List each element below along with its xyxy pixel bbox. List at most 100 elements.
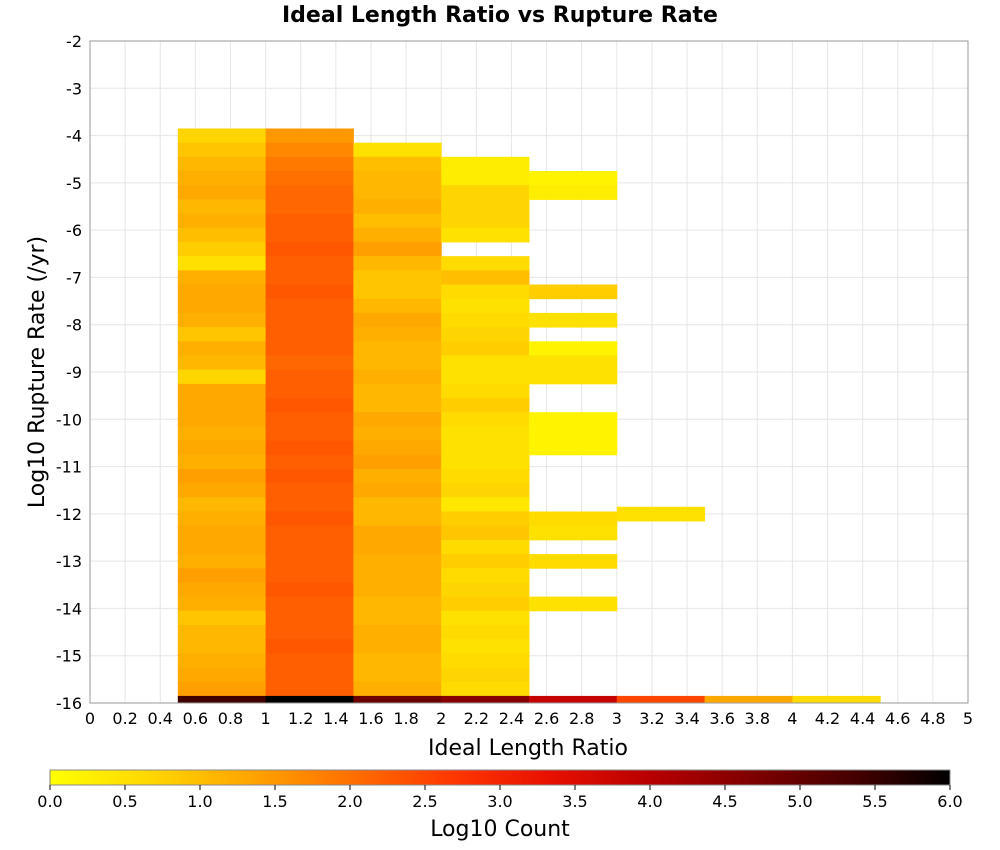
heatmap-cell bbox=[529, 511, 618, 527]
heatmap-cell bbox=[177, 256, 267, 271]
x-tick-label: 0.6 bbox=[183, 709, 208, 728]
heatmap-cell bbox=[265, 667, 354, 683]
x-tick-label: 3 bbox=[612, 709, 622, 728]
heatmap-cell bbox=[177, 412, 267, 427]
heatmap-cell bbox=[353, 341, 442, 356]
heatmap-cell bbox=[441, 483, 530, 498]
y-tick-label: -6 bbox=[66, 221, 82, 240]
x-tick-label: 3.8 bbox=[745, 709, 770, 728]
heatmap-cell bbox=[353, 142, 442, 158]
heatmap-cell bbox=[441, 185, 530, 200]
heatmap-cell bbox=[529, 525, 618, 541]
heatmap-cell bbox=[441, 369, 530, 385]
heatmap-cell bbox=[265, 582, 354, 598]
y-tick-label: -8 bbox=[66, 316, 82, 335]
y-tick-label: -9 bbox=[66, 363, 82, 382]
heatmap-cell bbox=[177, 185, 267, 200]
colorbar-label: Log10 Count bbox=[430, 817, 570, 842]
heatmap-cell bbox=[441, 199, 530, 215]
heatmap-cell bbox=[441, 398, 530, 413]
heatmap-cell bbox=[353, 412, 442, 427]
heatmap-cell bbox=[353, 568, 442, 583]
heatmap-cell bbox=[704, 695, 793, 703]
heatmap-cell bbox=[177, 213, 267, 229]
heatmap-cell bbox=[441, 525, 530, 541]
heatmap-cells bbox=[177, 128, 881, 703]
colorbar-tick-label: 1.0 bbox=[187, 792, 212, 811]
heatmap-cell bbox=[353, 440, 442, 456]
heatmap-cell bbox=[441, 284, 530, 300]
heatmap-cell bbox=[177, 454, 267, 470]
heatmap-cell bbox=[353, 483, 442, 498]
x-tick-label: 1.6 bbox=[358, 709, 383, 728]
heatmap-cell bbox=[265, 284, 354, 300]
heatmap-cell bbox=[441, 213, 530, 229]
heatmap-cell bbox=[441, 667, 530, 683]
colorbar-tick-label: 0.5 bbox=[112, 792, 137, 811]
x-tick-label: 1.2 bbox=[288, 709, 313, 728]
heatmap-cell bbox=[353, 695, 442, 703]
heatmap-cell bbox=[265, 142, 354, 158]
heatmap-cell bbox=[177, 398, 267, 413]
heatmap-cell bbox=[177, 468, 267, 484]
heatmap-cell bbox=[265, 171, 354, 186]
heatmap-cell bbox=[177, 270, 267, 286]
heatmap-cell bbox=[441, 653, 530, 669]
heatmap-cell bbox=[353, 653, 442, 669]
heatmap-cell bbox=[353, 355, 442, 371]
x-tick-label: 0.2 bbox=[112, 709, 137, 728]
x-tick-label: 1 bbox=[261, 709, 271, 728]
x-tick-label: 2.4 bbox=[499, 709, 524, 728]
y-tick-label: -15 bbox=[56, 647, 82, 666]
heatmap-cell bbox=[441, 624, 530, 640]
colorbar-tick-label: 3.0 bbox=[487, 792, 512, 811]
colorbar-tick-label: 5.0 bbox=[787, 792, 812, 811]
heatmap-cell bbox=[177, 624, 267, 640]
heatmap-cell bbox=[441, 582, 530, 598]
x-tick-label: 3.4 bbox=[674, 709, 699, 728]
heatmap-cell bbox=[265, 610, 354, 626]
heatmap-cell bbox=[177, 681, 267, 697]
heatmap-cell bbox=[265, 199, 354, 215]
heatmap-cell bbox=[265, 128, 354, 144]
heatmap-cell bbox=[529, 284, 618, 300]
heatmap-cell bbox=[441, 468, 530, 484]
y-tick-label: -14 bbox=[56, 599, 82, 618]
heatmap-cell bbox=[616, 695, 706, 703]
heatmap-cell bbox=[265, 426, 354, 442]
heatmap-cell bbox=[177, 284, 267, 300]
heatmap-cell bbox=[265, 454, 354, 470]
heatmap-cell bbox=[441, 327, 530, 342]
heatmap-cell bbox=[265, 483, 354, 498]
heatmap-cell bbox=[353, 213, 442, 229]
colorbar-tick-label: 1.5 bbox=[262, 792, 287, 811]
colorbar-tick-label: 4.0 bbox=[637, 792, 662, 811]
y-tick-label: -10 bbox=[56, 410, 82, 429]
heatmap-cell bbox=[529, 185, 618, 200]
y-axis-ticks: -2 -3 -4 -5 -6 -7 -8 -9 -10 -11 -12 -13 -14 -15 -16 bbox=[56, 32, 82, 713]
heatmap-cell bbox=[265, 156, 354, 172]
heatmap-cell bbox=[265, 639, 354, 654]
heatmap-cell bbox=[265, 213, 354, 229]
heatmap-cell bbox=[353, 525, 442, 541]
heatmap-cell bbox=[441, 610, 530, 626]
heatmap-cell bbox=[177, 199, 267, 215]
heatmap-cell bbox=[441, 156, 530, 172]
heatmap-cell bbox=[441, 383, 530, 399]
colorbar-tick-label: 4.5 bbox=[712, 792, 737, 811]
heatmap-cell bbox=[265, 383, 354, 399]
heatmap-cell bbox=[177, 582, 267, 598]
y-tick-label: -7 bbox=[66, 268, 82, 287]
heatmap-cell bbox=[441, 227, 530, 243]
heatmap-cell bbox=[265, 355, 354, 371]
heatmap-cell bbox=[441, 554, 530, 569]
heatmap-cell bbox=[353, 511, 442, 527]
heatmap-cell bbox=[265, 227, 354, 243]
x-tick-label: 2.6 bbox=[534, 709, 559, 728]
heatmap-cell bbox=[529, 341, 618, 356]
heatmap-cell bbox=[177, 142, 267, 158]
x-tick-label: 5 bbox=[963, 709, 973, 728]
heatmap-cell bbox=[265, 681, 354, 697]
heatmap-cell bbox=[177, 511, 267, 527]
